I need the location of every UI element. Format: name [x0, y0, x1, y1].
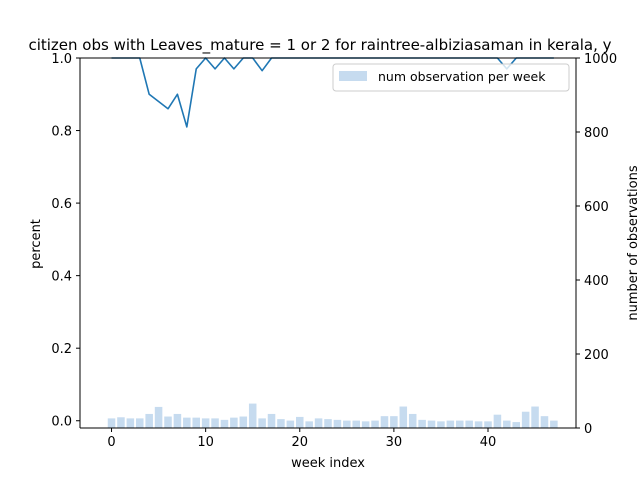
bar	[164, 416, 172, 428]
bar	[446, 420, 455, 428]
y-axis-label: percent	[29, 219, 44, 269]
bar	[277, 419, 285, 428]
bar	[390, 416, 398, 428]
bar	[324, 419, 332, 428]
y-right-tick-label: 400	[584, 274, 609, 289]
bar	[512, 422, 520, 428]
bar	[465, 420, 473, 428]
bar	[371, 420, 379, 428]
bar	[286, 420, 295, 428]
bar	[173, 413, 182, 428]
y-tick-label: 0.6	[51, 197, 72, 212]
bar	[267, 413, 276, 428]
bar	[474, 421, 483, 428]
legend-swatch	[339, 71, 367, 81]
bar	[154, 406, 163, 428]
x-tick-label: 20	[291, 435, 308, 450]
bar	[418, 419, 426, 428]
y-tick-label: 1.0	[51, 52, 72, 67]
y-right-tick-label: 0	[584, 422, 592, 437]
bar	[183, 417, 191, 428]
x-tick-label: 30	[386, 435, 403, 450]
x-tick-label: 40	[480, 435, 497, 450]
bar	[408, 413, 417, 428]
bar	[521, 411, 530, 428]
bar	[248, 403, 257, 428]
bar	[437, 421, 445, 428]
bar	[211, 418, 219, 428]
y-tick-label: 0.0	[51, 415, 72, 430]
bar	[145, 413, 153, 428]
bar	[493, 414, 502, 428]
axes	[76, 57, 580, 432]
bar	[531, 406, 539, 428]
y-tick-label: 0.4	[51, 270, 72, 285]
bar	[361, 421, 370, 428]
bar	[239, 416, 248, 428]
y-tick-label: 0.8	[51, 125, 72, 140]
bar	[314, 418, 323, 428]
bar	[192, 417, 200, 428]
bar	[456, 420, 464, 428]
bar	[117, 417, 125, 428]
bar	[201, 418, 210, 428]
bar	[550, 420, 558, 428]
y-right-tick-label: 200	[584, 348, 609, 363]
bar	[296, 416, 304, 428]
x-tick-label: 10	[197, 435, 214, 450]
bar	[333, 419, 342, 428]
y-tick-label: 0.2	[51, 342, 72, 357]
legend: num observation per week	[332, 63, 570, 92]
x-axis-label: week index	[291, 456, 365, 471]
bar	[380, 416, 389, 428]
bar	[305, 421, 313, 428]
y-right-tick-label: 800	[584, 126, 609, 141]
legend-box	[332, 63, 570, 92]
bar	[503, 420, 511, 428]
legend-entry: num observation per week	[378, 69, 546, 84]
bar	[258, 418, 266, 428]
bar	[540, 416, 549, 428]
bar	[427, 420, 436, 428]
bar	[343, 420, 351, 428]
bar	[136, 418, 144, 428]
bar	[220, 419, 229, 428]
y-axis-right-label: number of observations	[626, 165, 640, 320]
x-tick-label: 0	[107, 435, 115, 450]
chart-title: citizen obs with Leaves_mature = 1 or 2 …	[28, 36, 611, 55]
bar	[399, 406, 408, 428]
bar	[352, 420, 360, 428]
bar	[126, 418, 135, 428]
bar-series	[107, 403, 558, 428]
bar	[230, 417, 238, 428]
y-right-tick-label: 600	[584, 200, 609, 215]
bar	[107, 418, 116, 428]
tick-labels: 0 10 20 30 40 0.0 0.2 0.4 0.6 0.8 1.0 0 200 400 600 800…	[51, 52, 617, 450]
bar	[484, 421, 492, 428]
y-right-tick-label: 1000	[584, 52, 617, 67]
